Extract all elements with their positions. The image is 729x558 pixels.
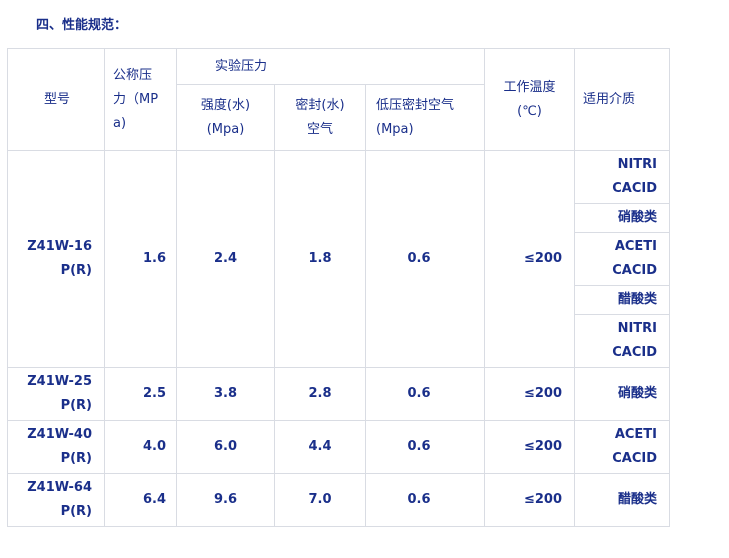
table-row: Z41W-40P(R) 4.0 6.0 4.4 0.6 ≤200 ACETI C… bbox=[7, 420, 671, 474]
section-heading: 四、性能规范： bbox=[36, 18, 128, 33]
row-seal: 4.4 bbox=[274, 420, 366, 474]
performance-spec-table: 型号 公称压力（MPa) 实验压力 工作温度(℃) 适用介质 强度(水)(Mpa… bbox=[7, 48, 671, 527]
row-temp: ≤200 bbox=[484, 150, 576, 368]
row-medium: 醋酸类 bbox=[574, 285, 671, 315]
row-medium: ACETI CACID bbox=[574, 420, 671, 474]
header-seal: 密封(水)空气 bbox=[274, 84, 366, 151]
header-model: 型号 bbox=[7, 48, 105, 151]
media-subrow: 醋酸类 bbox=[8, 285, 671, 315]
row-strength: 3.8 bbox=[176, 367, 275, 421]
row-model: Z41W-25P(R) bbox=[7, 367, 105, 421]
media-subrow: NITRI CACID bbox=[8, 314, 671, 368]
row-pressure: 4.0 bbox=[104, 420, 177, 474]
row-model: Z41W-16P(R) bbox=[7, 150, 105, 368]
row-pressure: 2.5 bbox=[104, 367, 177, 421]
row-low-pressure: 0.6 bbox=[364, 150, 486, 368]
header-row-1: 型号 公称压力（MPa) 实验压力 工作温度(℃) 适用介质 bbox=[7, 48, 671, 151]
row-medium: ACETI CACID bbox=[574, 232, 671, 286]
table-row: Z41W-64P(R) 6.4 9.6 7.0 0.6 ≤200 醋酸类 bbox=[7, 473, 671, 527]
row-pressure: 6.4 bbox=[104, 473, 177, 527]
row-medium: 硝酸类 bbox=[574, 203, 671, 233]
header-strength: 强度(水)(Mpa) bbox=[176, 84, 275, 151]
header-nominal-pressure: 公称压力（MPa) bbox=[104, 48, 177, 151]
row-seal: 1.8 bbox=[274, 150, 366, 368]
table-row: Z41W-25P(R) 2.5 3.8 2.8 0.6 ≤200 硝酸类 bbox=[7, 367, 671, 421]
row-low-pressure: 0.6 bbox=[364, 473, 486, 527]
row-temp: ≤200 bbox=[484, 473, 576, 527]
media-subrow: 硝酸类 bbox=[8, 203, 671, 233]
media-subrow: ACETI CACID bbox=[8, 232, 671, 286]
row-pressure: 1.6 bbox=[104, 150, 177, 368]
header-row-2: 强度(水)(Mpa) 密封(水)空气 低压密封空气(Mpa) bbox=[8, 84, 670, 151]
row-medium: 硝酸类 bbox=[574, 367, 671, 421]
row-medium: NITRI CACID bbox=[574, 314, 671, 368]
row-medium: 醋酸类 bbox=[574, 473, 671, 527]
header-low-pressure-seal: 低压密封空气(Mpa) bbox=[364, 84, 486, 151]
header-medium: 适用介质 bbox=[574, 48, 671, 151]
row-model: Z41W-40P(R) bbox=[7, 420, 105, 474]
table-row: Z41W-16P(R) 1.6 2.4 1.8 0.6 ≤200 NITRI C… bbox=[7, 150, 671, 368]
row-seal: 2.8 bbox=[274, 367, 366, 421]
header-test-pressure: 实验压力 bbox=[175, 48, 486, 85]
row-model: Z41W-64P(R) bbox=[7, 473, 105, 527]
row-strength: 6.0 bbox=[176, 420, 275, 474]
row-seal: 7.0 bbox=[274, 473, 366, 527]
row-strength: 9.6 bbox=[176, 473, 275, 527]
row-low-pressure: 0.6 bbox=[364, 420, 486, 474]
header-working-temp: 工作温度(℃) bbox=[484, 48, 576, 151]
row-temp: ≤200 bbox=[484, 367, 576, 421]
row-medium: NITRI CACID bbox=[574, 150, 671, 204]
row-temp: ≤200 bbox=[484, 420, 576, 474]
row-low-pressure: 0.6 bbox=[364, 367, 486, 421]
row-strength: 2.4 bbox=[176, 150, 275, 368]
